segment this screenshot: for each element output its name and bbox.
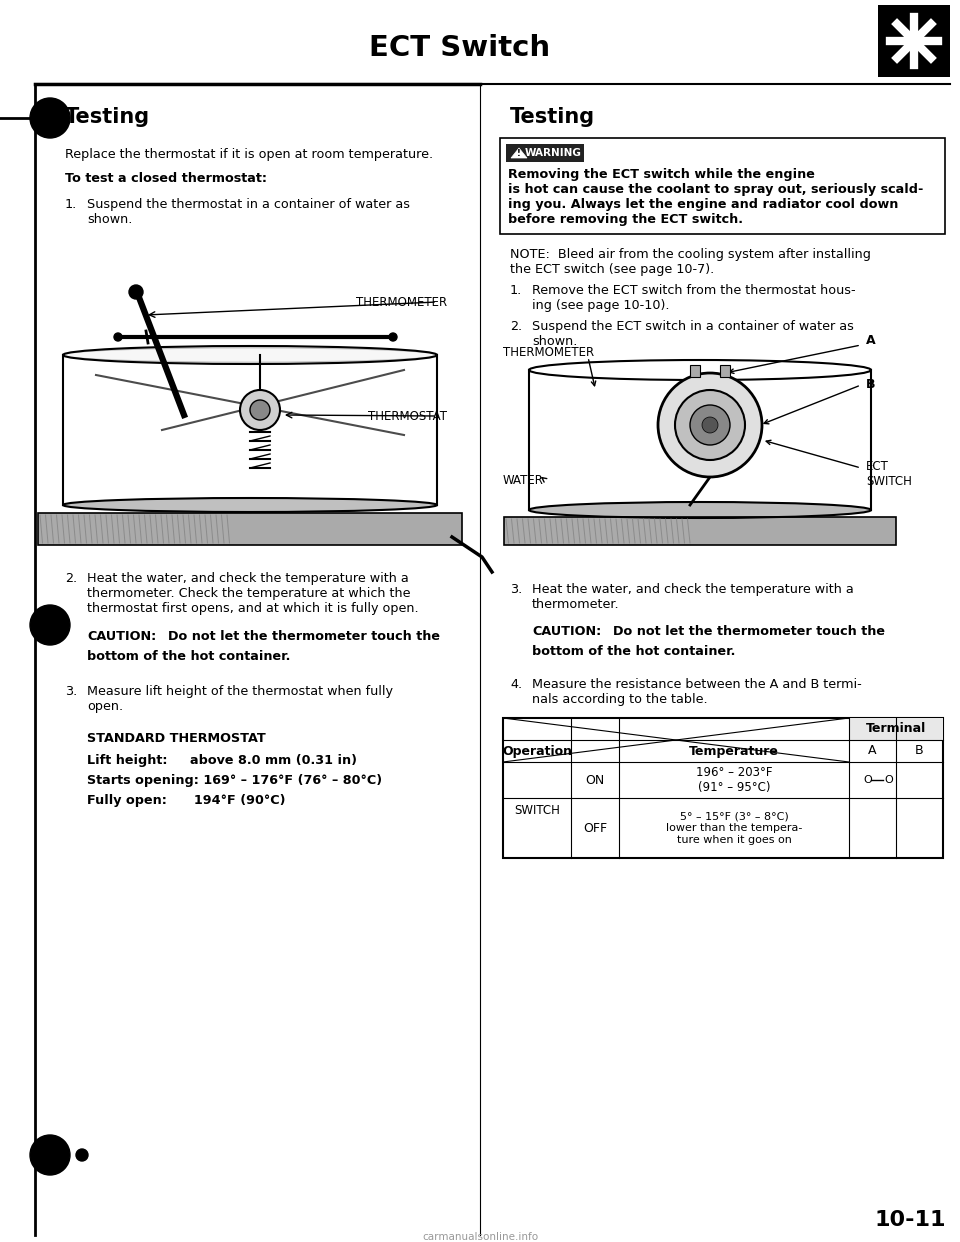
FancyBboxPatch shape	[38, 513, 462, 545]
Text: STANDARD THERMOSTAT: STANDARD THERMOSTAT	[87, 732, 266, 745]
Circle shape	[30, 605, 70, 645]
Text: bottom of the hot container.: bottom of the hot container.	[532, 645, 735, 658]
Text: carmanualsonline.info: carmanualsonline.info	[422, 1232, 538, 1242]
Text: A: A	[868, 744, 876, 758]
Text: Testing: Testing	[510, 107, 595, 127]
Text: Temperature: Temperature	[689, 744, 779, 758]
Ellipse shape	[63, 348, 437, 363]
Text: 4.: 4.	[510, 678, 522, 691]
Text: 196° – 203°F
(91° – 95°C): 196° – 203°F (91° – 95°C)	[696, 766, 772, 794]
Text: 5° – 15°F (3° – 8°C)
lower than the tempera-
ture when it goes on: 5° – 15°F (3° – 8°C) lower than the temp…	[666, 811, 803, 845]
Circle shape	[658, 373, 762, 477]
Text: Measure lift height of the thermostat when fully
open.: Measure lift height of the thermostat wh…	[87, 686, 393, 713]
Text: Suspend the thermostat in a container of water as
shown.: Suspend the thermostat in a container of…	[87, 197, 410, 226]
Circle shape	[690, 405, 730, 445]
FancyBboxPatch shape	[503, 718, 943, 858]
Text: THERMOSTAT: THERMOSTAT	[368, 410, 447, 422]
Text: OFF: OFF	[583, 821, 607, 835]
Circle shape	[76, 1149, 88, 1161]
Text: Replace the thermostat if it is open at room temperature.: Replace the thermostat if it is open at …	[65, 148, 433, 161]
Text: 10-11: 10-11	[875, 1210, 946, 1230]
Text: THERMOMETER: THERMOMETER	[503, 345, 594, 359]
Text: Do not let the thermometer touch the: Do not let the thermometer touch the	[604, 625, 885, 638]
Ellipse shape	[529, 502, 871, 518]
Text: Heat the water, and check the temperature with a
thermometer.: Heat the water, and check the temperatur…	[532, 582, 853, 611]
FancyBboxPatch shape	[849, 718, 943, 740]
Text: ECT
SWITCH: ECT SWITCH	[866, 460, 912, 488]
Ellipse shape	[63, 498, 437, 512]
Text: Lift height:     above 8.0 mm (0.31 in): Lift height: above 8.0 mm (0.31 in)	[87, 754, 357, 768]
Text: Testing: Testing	[65, 107, 150, 127]
Text: !: !	[517, 149, 521, 159]
Text: CAUTION:: CAUTION:	[87, 630, 156, 643]
Text: To test a closed thermostat:: To test a closed thermostat:	[65, 171, 267, 185]
Text: Suspend the ECT switch in a container of water as
shown.: Suspend the ECT switch in a container of…	[532, 320, 853, 348]
Circle shape	[389, 333, 397, 342]
Circle shape	[250, 400, 270, 420]
Text: SWITCH: SWITCH	[514, 804, 560, 816]
Text: WARNING: WARNING	[524, 148, 582, 158]
Polygon shape	[511, 148, 527, 158]
Text: bottom of the hot container.: bottom of the hot container.	[87, 650, 290, 663]
Text: Measure the resistance between the A and B termi-
nals according to the table.: Measure the resistance between the A and…	[532, 678, 862, 705]
FancyBboxPatch shape	[500, 138, 945, 233]
Circle shape	[30, 1135, 70, 1175]
Text: CAUTION:: CAUTION:	[532, 625, 601, 638]
Text: A: A	[866, 334, 876, 347]
Text: 3.: 3.	[510, 582, 522, 596]
Text: Removing the ECT switch while the engine
is hot can cause the coolant to spray o: Removing the ECT switch while the engine…	[508, 168, 924, 226]
Text: WATER: WATER	[503, 473, 544, 487]
Text: Do not let the thermometer touch the: Do not let the thermometer touch the	[159, 630, 440, 643]
Text: 1.: 1.	[510, 284, 522, 297]
Circle shape	[114, 333, 122, 342]
FancyBboxPatch shape	[506, 144, 584, 161]
Text: ECT Switch: ECT Switch	[370, 34, 551, 62]
Circle shape	[240, 390, 280, 430]
Text: O: O	[884, 775, 893, 785]
FancyBboxPatch shape	[878, 5, 950, 77]
Text: Operation: Operation	[502, 744, 572, 758]
Text: 2.: 2.	[510, 320, 522, 333]
FancyBboxPatch shape	[720, 365, 730, 378]
Text: Starts opening: 169° – 176°F (76° – 80°C): Starts opening: 169° – 176°F (76° – 80°C…	[87, 774, 382, 787]
Circle shape	[129, 284, 143, 299]
Text: ON: ON	[586, 774, 605, 786]
Text: Remove the ECT switch from the thermostat hous-
ing (see page 10-10).: Remove the ECT switch from the thermosta…	[532, 284, 855, 312]
Text: 1.: 1.	[65, 197, 77, 211]
Text: Terminal: Terminal	[866, 723, 926, 735]
Text: B: B	[866, 379, 876, 391]
Text: Heat the water, and check the temperature with a
thermometer. Check the temperat: Heat the water, and check the temperatur…	[87, 573, 419, 615]
Text: 2.: 2.	[65, 573, 77, 585]
Text: 3.: 3.	[65, 686, 77, 698]
Circle shape	[30, 98, 70, 138]
Text: THERMOMETER: THERMOMETER	[356, 296, 447, 308]
FancyBboxPatch shape	[504, 517, 896, 545]
FancyBboxPatch shape	[690, 365, 700, 378]
Text: B: B	[915, 744, 924, 758]
Text: Fully open:      194°F (90°C): Fully open: 194°F (90°C)	[87, 794, 285, 807]
Circle shape	[702, 417, 718, 433]
Text: NOTE:  Bleed air from the cooling system after installing
the ECT switch (see pa: NOTE: Bleed air from the cooling system …	[510, 248, 871, 276]
Circle shape	[675, 390, 745, 460]
Text: O: O	[864, 775, 873, 785]
